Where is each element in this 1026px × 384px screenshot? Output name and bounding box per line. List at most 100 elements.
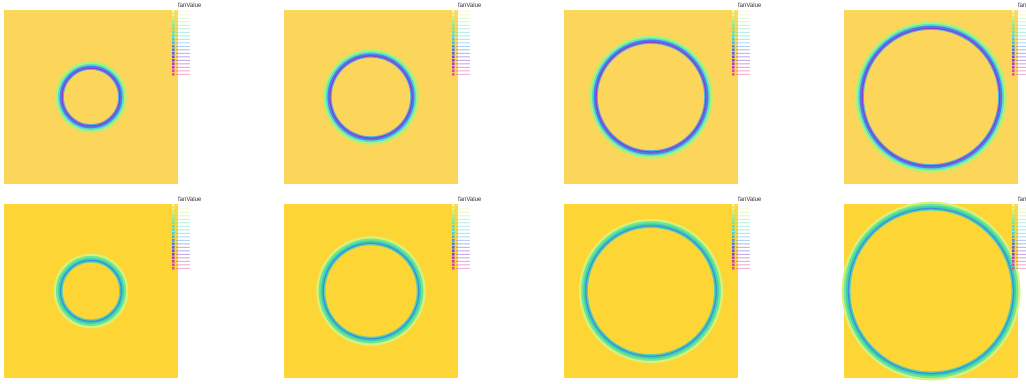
legend-entry [736,232,750,234]
legend-entry [736,35,750,37]
ring-band [585,225,717,357]
heatmap-svg: fanValue [284,3,482,184]
legend-entry [1016,211,1026,213]
legend-entry [1016,63,1026,65]
legend-entry [736,31,750,33]
ring-band [322,242,420,340]
legend-swatch [172,38,175,41]
heatmap-background [284,10,458,184]
legend-entry [1016,14,1026,16]
heatmap-panel: fanValue [4,3,202,190]
legend-swatch [1012,45,1015,48]
legend-entry [1016,38,1026,40]
legend-swatch [1012,24,1015,27]
heatmap-svg: fanValue [564,197,762,378]
legend-swatch [1012,232,1015,235]
legend-entry [456,243,470,245]
legend-swatch [1012,13,1015,17]
legend-entry [176,10,190,12]
ring-band [316,236,426,346]
legend-entry [456,236,470,238]
legend-swatch [732,45,735,48]
legend-swatch [1012,211,1015,214]
legend-swatch [732,17,735,20]
ring-band [581,221,721,361]
legend-swatch [1012,260,1015,263]
legend-entry [736,63,750,65]
legend-swatch [1012,235,1015,239]
legend-entry [736,21,750,23]
legend-swatch [172,69,175,73]
legend-swatch [732,69,735,73]
legend-swatch [1012,246,1015,249]
legend-entry [456,10,470,12]
legend-swatch [1012,263,1015,267]
legend-swatch [1012,48,1015,52]
legend-entry [456,42,470,44]
legend-entry [176,31,190,33]
legend-entry [1016,31,1026,33]
legend-swatch [452,20,455,24]
legend-entry [736,73,750,75]
legend-entry [456,215,470,217]
legend-entry [736,66,750,68]
legend-swatch [172,263,175,267]
legend-swatch [732,62,735,66]
legend-entry [456,204,470,206]
legend-swatch [1012,218,1015,221]
legend-swatch [452,242,455,246]
legend-entry [176,243,190,245]
legend-entry [456,73,470,75]
legend-swatch [732,249,735,253]
legend-swatch [732,267,735,270]
legend-swatch [172,225,175,228]
legend-swatch [172,267,175,270]
legend-swatch [452,62,455,66]
ring-band [53,253,129,329]
legend-title: fanValue [178,197,202,203]
legend-title: fanValue [1018,197,1026,203]
legend-swatch [172,20,175,24]
legend-entry [456,222,470,224]
ring-band [57,63,125,131]
legend-swatch [172,55,175,59]
legend-swatch [452,267,455,270]
legend-swatch [452,48,455,52]
legend-swatch [172,10,175,13]
legend-entry [176,229,190,231]
legend-swatch [172,235,175,239]
legend-entry [736,10,750,12]
heatmap-background [284,204,458,378]
legend-swatch [1012,239,1015,242]
legend-swatch [452,10,455,13]
ring-band [62,68,120,126]
ring-band [323,49,419,145]
legend-entry [456,24,470,26]
legend-swatch [732,253,735,256]
legend-entry [1016,264,1026,266]
ring-band [843,203,1019,379]
legend-swatch [732,235,735,239]
legend-swatch [732,38,735,41]
legend-entry [456,31,470,33]
ring-band [586,226,716,356]
ring-band [58,258,124,324]
legend-entry [176,35,190,37]
legend-swatch [172,13,175,17]
legend-entry [736,264,750,266]
ring-band [857,23,1005,171]
heatmap-panel: fanValue [564,197,762,384]
legend-swatch [172,218,175,221]
legend-swatch [1012,267,1015,270]
legend-swatch [1012,55,1015,59]
heatmap-svg: fanValue [284,197,482,378]
legend-swatch [172,232,175,235]
legend-swatch [732,211,735,214]
legend-swatch [1012,73,1015,76]
ring-band [324,244,418,338]
legend-swatch [452,73,455,76]
ring-band [320,240,422,342]
legend-entry [176,49,190,51]
legend-swatch [1012,52,1015,55]
legend-entry [1016,208,1026,210]
